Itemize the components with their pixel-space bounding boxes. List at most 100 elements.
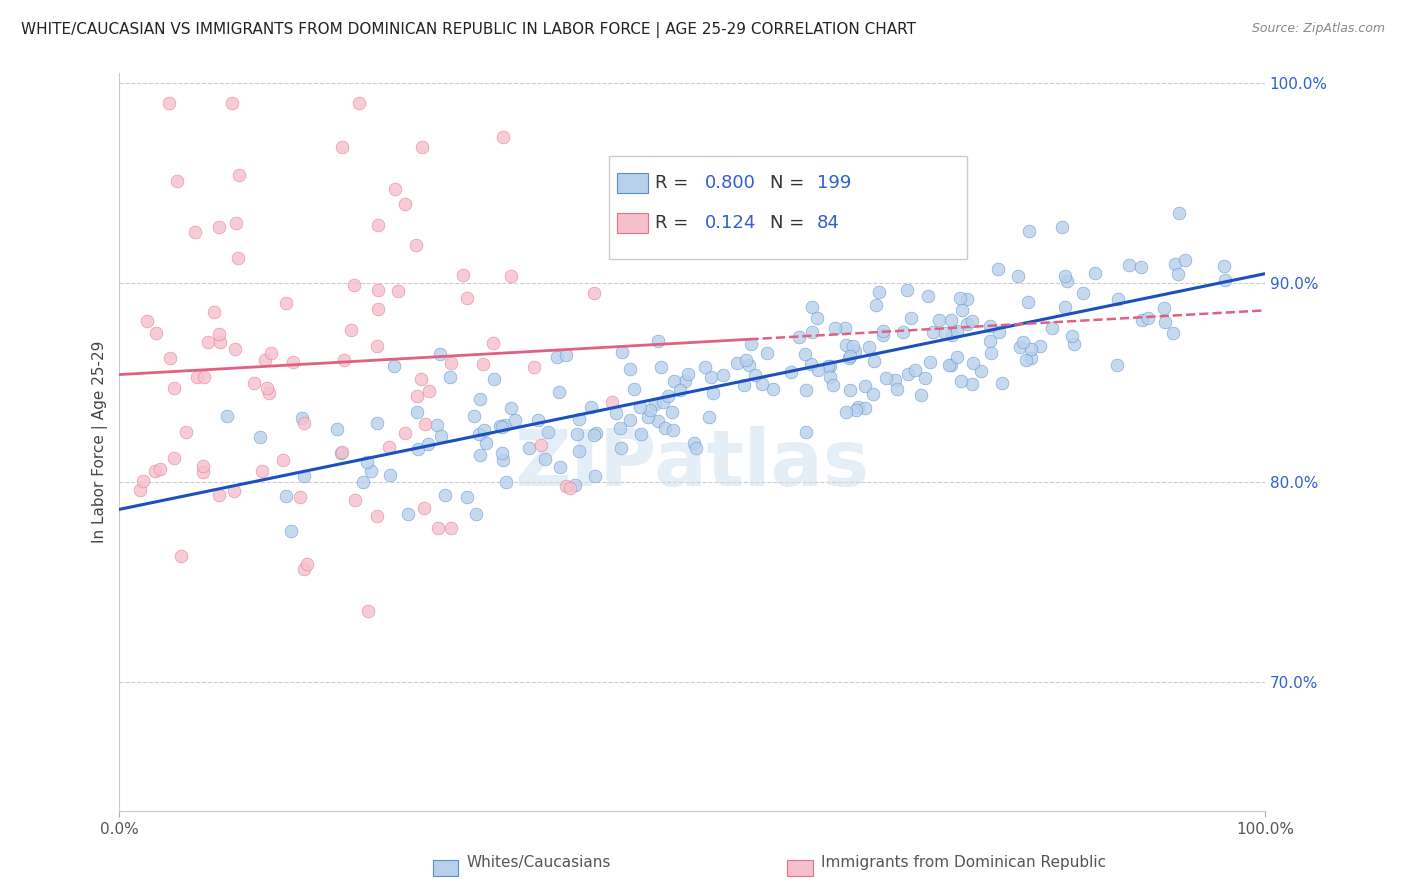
Point: [1018, 224, 1040, 238]
Point: [950, 303, 973, 318]
Point: [960, 314, 983, 328]
Point: [647, 334, 669, 349]
Point: [779, 365, 801, 379]
Point: [1017, 294, 1039, 309]
Text: 0.124: 0.124: [704, 214, 756, 232]
Point: [217, 409, 239, 424]
Point: [145, 326, 167, 341]
Point: [697, 409, 720, 424]
Text: WHITE/CAUCASIAN VS IMMIGRANTS FROM DOMINICAN REPUBLIC IN LABOR FORCE | AGE 25-29: WHITE/CAUCASIAN VS IMMIGRANTS FROM DOMIN…: [21, 22, 917, 38]
Point: [468, 426, 491, 441]
Point: [193, 459, 215, 474]
Point: [1008, 340, 1031, 354]
Point: [1213, 259, 1236, 273]
Point: [1060, 328, 1083, 343]
Point: [609, 421, 631, 435]
Text: ZIPatlas: ZIPatlas: [515, 426, 870, 502]
Point: [548, 384, 571, 399]
Point: [491, 420, 513, 434]
Point: [683, 436, 706, 450]
Point: [418, 384, 440, 399]
Point: [494, 417, 516, 432]
Point: [136, 314, 159, 328]
Point: [360, 464, 382, 478]
Point: [1107, 293, 1129, 307]
Point: [619, 362, 641, 376]
Point: [623, 382, 645, 396]
Point: [132, 475, 155, 489]
Point: [1050, 220, 1073, 235]
Point: [1174, 252, 1197, 267]
Point: [276, 295, 298, 310]
Point: [738, 359, 761, 373]
Point: [555, 348, 578, 362]
Point: [934, 326, 956, 341]
Point: [492, 129, 515, 144]
Point: [429, 347, 451, 361]
Point: [734, 352, 756, 367]
Point: [583, 469, 606, 483]
Point: [806, 311, 828, 326]
Point: [1012, 334, 1035, 349]
Point: [163, 381, 186, 395]
Point: [980, 346, 1002, 360]
Point: [465, 507, 488, 521]
Point: [491, 446, 513, 460]
Point: [662, 423, 685, 437]
Point: [835, 338, 858, 352]
Point: [294, 417, 316, 431]
Point: [865, 298, 887, 312]
Point: [949, 291, 972, 305]
Point: [807, 363, 830, 377]
Point: [846, 401, 869, 415]
Point: [610, 441, 633, 455]
Point: [225, 216, 247, 230]
Point: [208, 334, 231, 349]
Point: [970, 364, 993, 378]
Point: [484, 372, 506, 386]
Point: [291, 410, 314, 425]
Point: [939, 313, 962, 327]
Point: [727, 356, 749, 370]
Point: [394, 425, 416, 440]
Point: [922, 325, 945, 339]
Point: [411, 140, 433, 154]
Point: [534, 451, 557, 466]
Point: [659, 214, 682, 228]
Point: [339, 322, 361, 336]
Point: [166, 174, 188, 188]
Point: [197, 334, 219, 349]
Point: [406, 405, 429, 419]
Point: [1007, 269, 1029, 284]
Point: [463, 409, 485, 423]
Point: [1136, 311, 1159, 326]
Point: [276, 489, 298, 503]
Point: [367, 218, 389, 232]
Point: [858, 340, 880, 354]
Text: R =: R =: [655, 214, 700, 232]
Point: [650, 360, 672, 375]
Point: [945, 350, 967, 364]
Point: [610, 345, 633, 359]
Point: [1130, 313, 1153, 327]
Point: [430, 429, 453, 443]
Point: [176, 425, 198, 439]
Point: [794, 346, 817, 360]
Point: [527, 413, 550, 427]
Point: [834, 321, 856, 335]
Point: [842, 338, 865, 352]
Point: [1063, 336, 1085, 351]
Point: [950, 374, 973, 388]
Point: [366, 416, 388, 430]
Point: [405, 389, 427, 403]
Point: [260, 346, 283, 360]
Point: [872, 327, 894, 342]
Point: [415, 417, 437, 432]
Text: Whites/Caucasians: Whites/Caucasians: [467, 855, 612, 870]
Text: R =: R =: [655, 174, 695, 192]
Point: [818, 359, 841, 373]
Point: [378, 468, 401, 483]
Point: [128, 483, 150, 498]
Point: [226, 251, 249, 265]
Point: [408, 442, 430, 457]
